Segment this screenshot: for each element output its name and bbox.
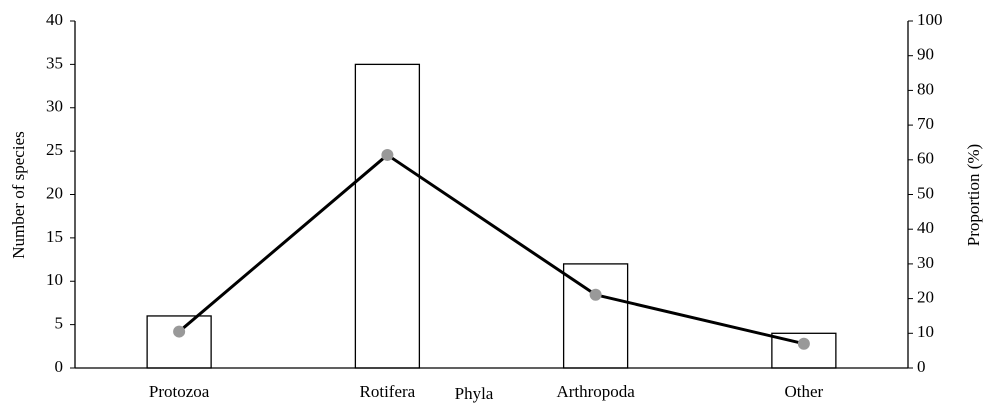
y-tick-label: 5 xyxy=(55,314,64,333)
x-axis-label: Phyla xyxy=(455,384,494,403)
y-tick-label: 25 xyxy=(46,140,63,159)
y-tick-label: 35 xyxy=(46,53,63,72)
y2-tick-label: 20 xyxy=(917,288,934,307)
bar xyxy=(146,315,212,369)
y2-tick-label: 90 xyxy=(917,45,934,64)
y-tick-label: 30 xyxy=(46,97,63,116)
x-tick-label: Rotifera xyxy=(360,382,416,401)
x-tick-label: Other xyxy=(785,382,824,401)
x-tick-label: Arthropoda xyxy=(556,382,635,401)
marker xyxy=(589,288,602,301)
y2-tick-label: 60 xyxy=(917,149,934,168)
marker xyxy=(173,325,186,338)
line xyxy=(178,153,805,346)
y2-tick-label: 30 xyxy=(917,253,934,272)
y2-tick-label: 10 xyxy=(917,322,934,341)
y2-tick-label: 80 xyxy=(917,79,934,98)
bar xyxy=(354,63,421,369)
marker xyxy=(381,148,394,161)
y-tick-label: 40 xyxy=(46,10,63,29)
y2-tick-label: 100 xyxy=(917,10,943,29)
y2-tick-label: 50 xyxy=(917,183,934,202)
x-tick-label: Protozoa xyxy=(149,382,210,401)
y-axis-label: Number of species xyxy=(9,131,28,258)
marker xyxy=(797,337,810,350)
y2-tick-label: 70 xyxy=(917,114,934,133)
y2-tick-label: 0 xyxy=(917,357,926,376)
y2-axis-label: Proportion (%) xyxy=(964,144,983,246)
y-tick-label: 15 xyxy=(46,227,63,246)
y2-tick-label: 40 xyxy=(917,218,934,237)
y-tick-label: 10 xyxy=(46,270,63,289)
y-tick-label: 20 xyxy=(46,183,63,202)
y-tick-label: 0 xyxy=(55,357,64,376)
